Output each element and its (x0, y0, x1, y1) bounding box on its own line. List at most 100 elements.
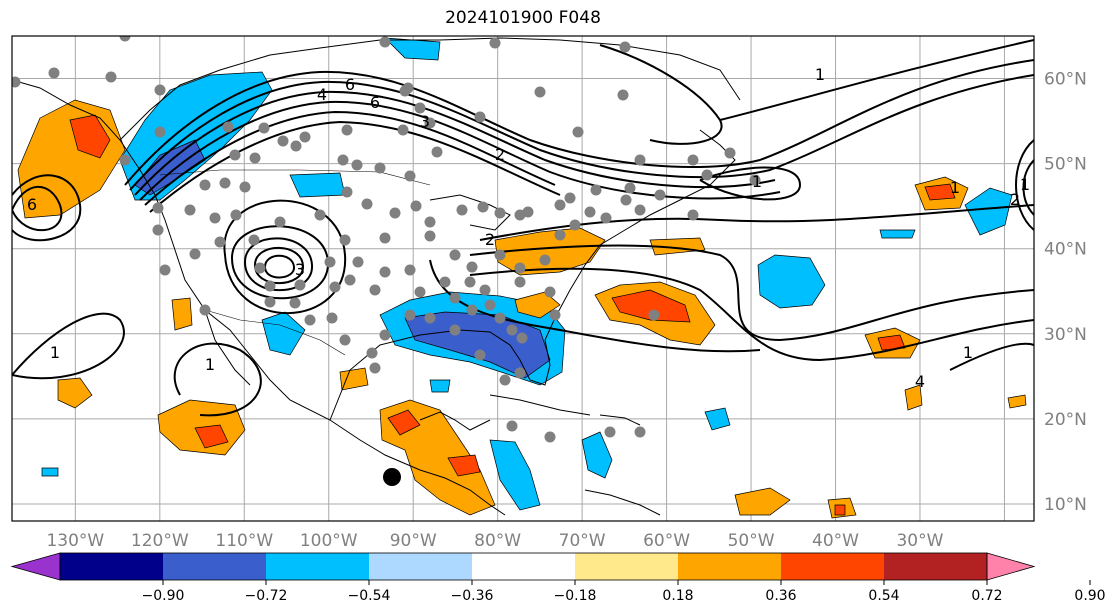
station-dot (634, 154, 646, 166)
station-dot (324, 256, 336, 268)
station-dot (290, 140, 302, 152)
contour-label: 2 (485, 230, 495, 249)
station-dot (449, 292, 461, 304)
station-dot (379, 232, 391, 244)
station-dot (544, 431, 556, 443)
orange-area-atlantic-south (649, 237, 706, 256)
colorbar-tick-label: 0.18 (662, 588, 693, 604)
station-dot (374, 162, 386, 174)
contour-label: 2 (1010, 190, 1020, 209)
lon-label: 30°W (896, 531, 943, 551)
contour-label: 3 (295, 260, 305, 279)
coast-hispaniola (599, 414, 641, 426)
blue-area-hudson (384, 37, 441, 61)
station-dot (410, 200, 422, 212)
map-frame (11, 35, 1035, 522)
red-area-atlantic-central (611, 289, 691, 323)
station-dot (648, 309, 660, 321)
station-dot (701, 169, 713, 181)
station-dot (506, 324, 518, 336)
blue-area-caribbean (581, 431, 613, 479)
station-dot (474, 349, 486, 361)
tropical-cyclone-marker (383, 468, 401, 486)
darkblue-area-pacific-nw (134, 139, 206, 196)
longitude-labels: 130°W 120°W 110°W 100°W 90°W 80°W 70°W 60°W 50°W… (46, 531, 943, 551)
station-dot (219, 177, 231, 189)
lat-label: 20°N (1044, 410, 1087, 430)
station-dot (222, 121, 234, 133)
station-dot (584, 206, 596, 218)
station-dot (514, 262, 526, 274)
station-dot (159, 264, 171, 276)
station-dot (474, 111, 486, 123)
blue-area-small-4 (289, 172, 346, 198)
colorbar-extend-min (10, 552, 61, 581)
station-dot (152, 202, 164, 214)
colorbar-tick-label: −0.36 (451, 588, 494, 604)
coast-canada (119, 37, 741, 141)
lon-label: 120°W (131, 531, 189, 551)
blue-area-small-2 (879, 229, 916, 239)
coast-cuba (489, 394, 591, 416)
orange-area-pacific-sw (57, 377, 93, 409)
contour-label: 1 (1020, 175, 1030, 194)
colorbar-tick-label: 0.54 (868, 588, 899, 604)
blue-area-small-1 (704, 407, 731, 431)
station-dot (516, 332, 528, 344)
colorbar-segment (781, 553, 884, 580)
station-dot (184, 204, 196, 216)
contour-ne-1 (699, 166, 802, 201)
lon-label: 130°W (46, 531, 104, 551)
border-us-mexico (204, 309, 346, 356)
station-dot (514, 367, 526, 379)
station-dot (619, 41, 631, 53)
colorbar-segment (884, 553, 987, 580)
station-dot (449, 324, 461, 336)
contour-jet-4 (139, 100, 781, 201)
station-dot (239, 181, 251, 193)
station-dot (379, 36, 391, 48)
station-dot (590, 184, 602, 196)
station-dot (494, 249, 506, 261)
station-dot (687, 154, 699, 166)
colorbar-segment (266, 553, 369, 580)
contour-label: 1 (752, 172, 762, 191)
station-dot (397, 124, 409, 136)
station-dot (539, 254, 551, 266)
station-dot (404, 309, 416, 321)
colorbar: −0.90 −0.72 −0.54 −0.36 −0.18 0.18 0.36 0.54 0.7… (10, 552, 1105, 604)
graticule (12, 36, 1034, 521)
contour-low-5 (223, 199, 347, 315)
station-dot (344, 274, 356, 286)
contour-low-4 (230, 225, 330, 300)
station-dot (119, 36, 131, 42)
station-dot (277, 135, 289, 147)
station-dot (339, 334, 351, 346)
lat-label: 40°N (1044, 240, 1087, 260)
coast-sa (584, 489, 661, 516)
station-dot (214, 236, 226, 248)
lon-label: 50°W (728, 531, 775, 551)
station-dot (294, 279, 306, 291)
colorbar-segment (369, 553, 472, 580)
station-dot (654, 189, 666, 201)
station-dot (477, 201, 489, 213)
station-dot (154, 84, 166, 96)
orange-area-gulf-ca (171, 297, 193, 331)
station-dot (314, 209, 326, 221)
contour-label: 3 (420, 112, 430, 131)
lat-label: 60°N (1044, 70, 1087, 90)
station-dot (489, 37, 501, 49)
station-dot (379, 266, 391, 278)
station-dot (189, 248, 201, 260)
lon-label: 40°W (812, 531, 859, 551)
lon-label: 90°W (390, 531, 437, 551)
contour-east-2 (1022, 159, 1034, 216)
blue-area-small-3 (41, 467, 59, 477)
station-dot (249, 152, 261, 164)
station-dot (199, 179, 211, 191)
station-dot (506, 420, 518, 432)
contour-jet-5 (144, 110, 556, 206)
colorbar-segment (678, 553, 781, 580)
contour-label: 6 (27, 195, 37, 214)
